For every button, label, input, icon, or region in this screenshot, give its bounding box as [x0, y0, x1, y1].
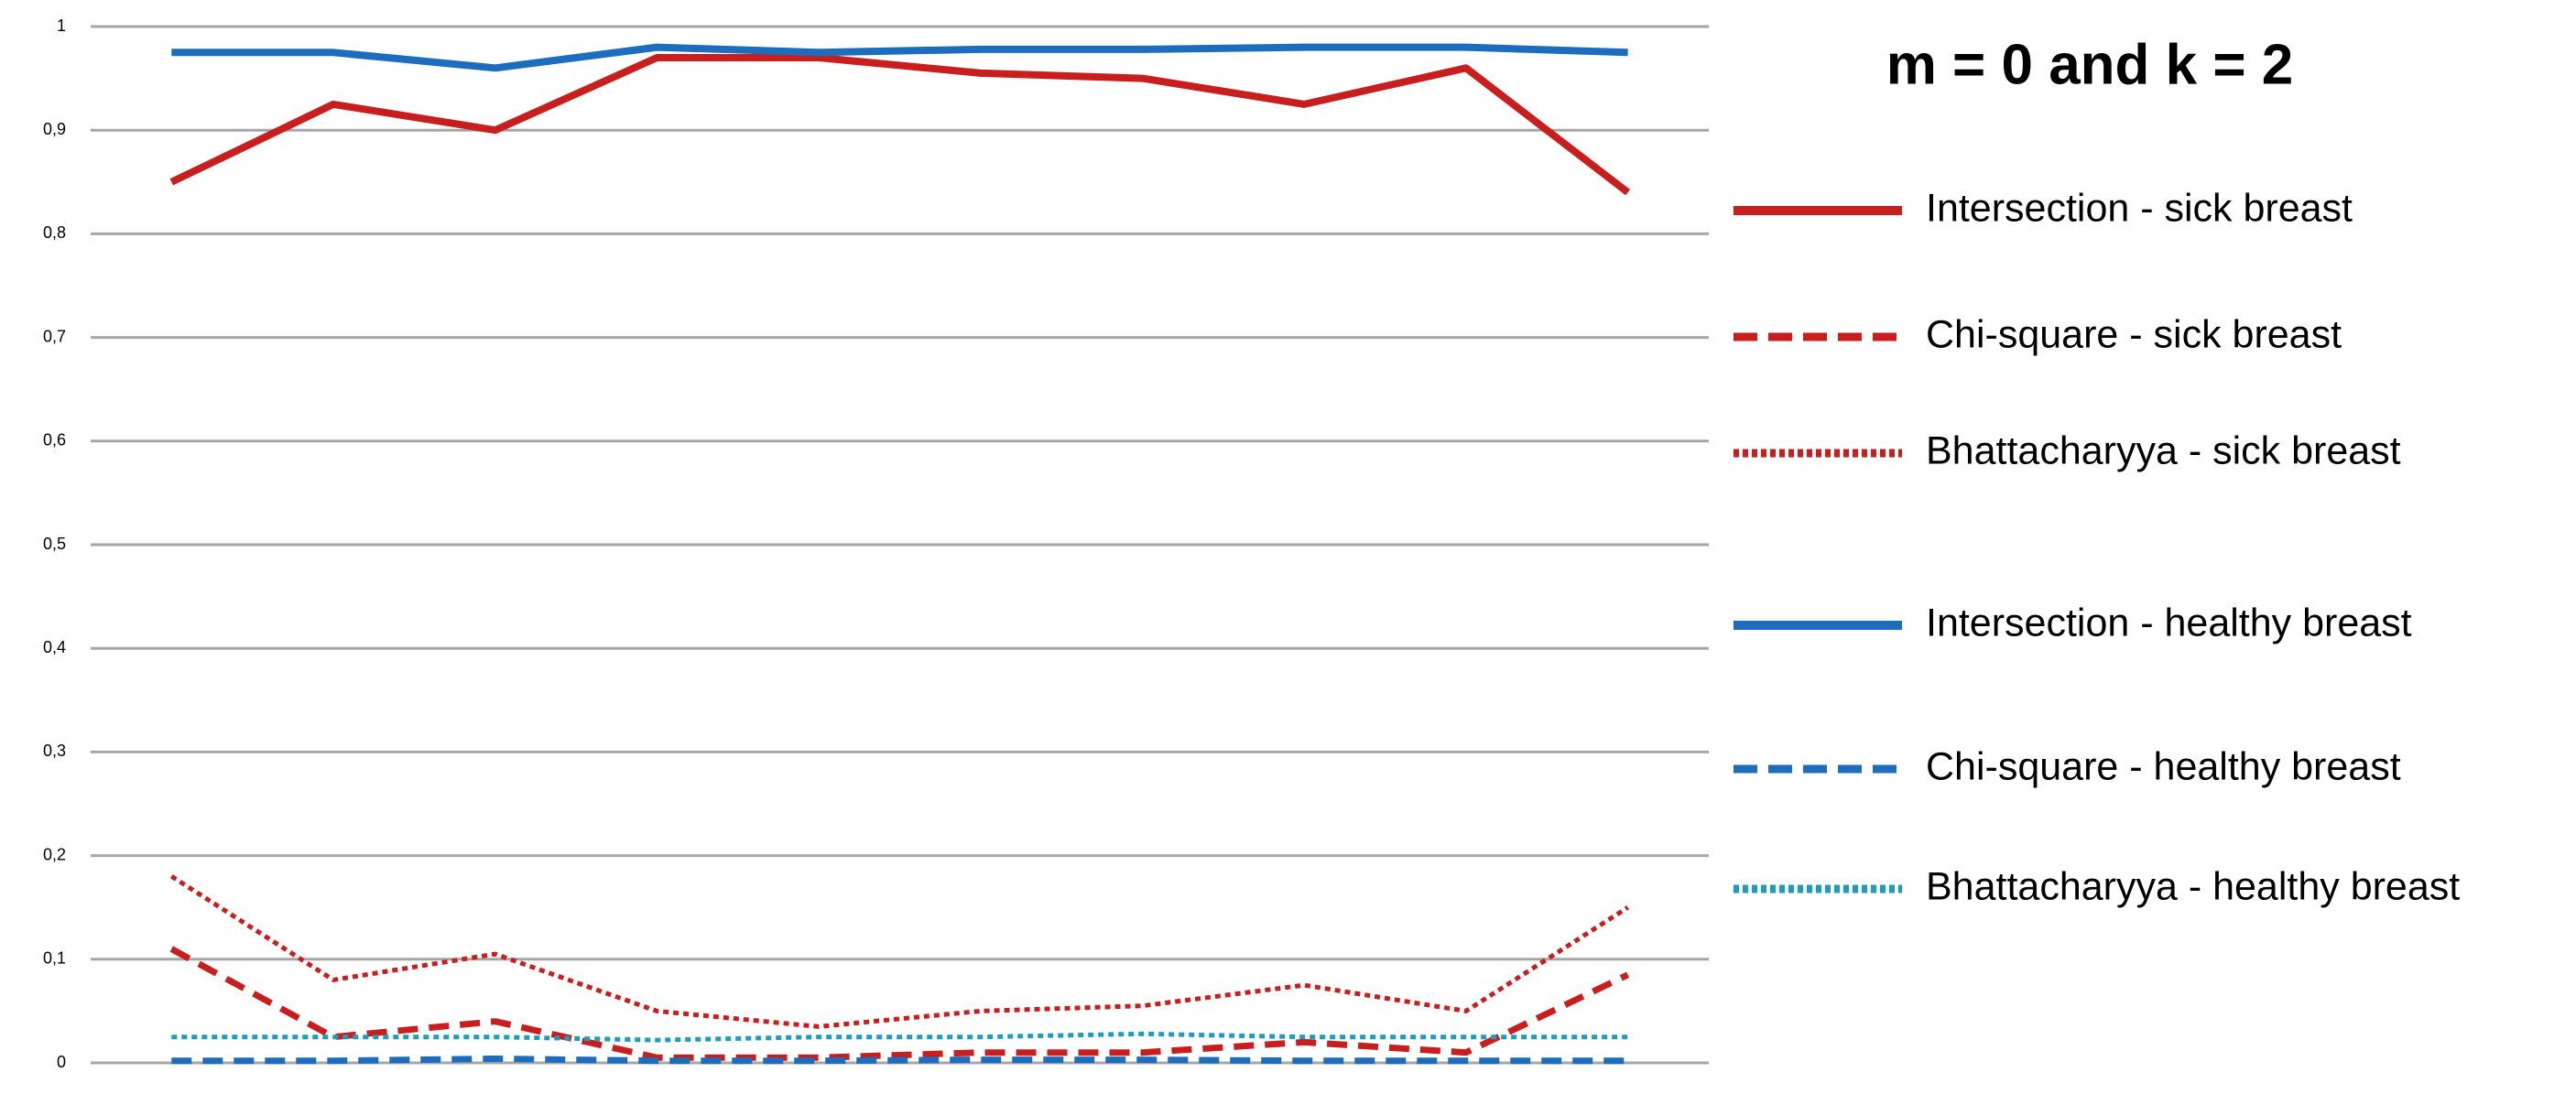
- legend-label: Bhattacharyya - healthy breast: [1926, 864, 2460, 908]
- series-line: [169, 54, 1631, 196]
- y-tick-label: 0,7: [43, 327, 66, 345]
- y-tick-label: 0,3: [43, 742, 66, 760]
- y-tick-label: 0,1: [43, 949, 66, 968]
- y-tick-label: 0,9: [43, 120, 66, 138]
- chart-title: m = 0 and k = 2: [1886, 33, 2294, 96]
- y-tick-label: 0,5: [43, 535, 66, 553]
- legend-label: Bhattacharyya - sick breast: [1926, 428, 2401, 472]
- legend-label: Intersection - sick breast: [1926, 186, 2353, 230]
- y-tick-label: 0,8: [43, 223, 66, 242]
- y-tick-label: 1: [57, 16, 66, 35]
- y-tick-label: 0: [57, 1053, 66, 1071]
- series-line: [169, 946, 1630, 1061]
- series-line: [171, 1056, 1628, 1065]
- y-tick-label: 0,2: [43, 845, 66, 863]
- y-tick-label: 0,4: [43, 638, 66, 656]
- legend-label: Chi-square - sick breast: [1926, 312, 2342, 356]
- series-line: [169, 874, 1629, 1029]
- series-line: [171, 1031, 1628, 1043]
- y-tick-label: 0,6: [43, 431, 66, 450]
- legend-label: Chi-square - healthy breast: [1926, 744, 2401, 788]
- legend-label: Intersection - healthy breast: [1926, 601, 2412, 644]
- series-line: [171, 43, 1628, 72]
